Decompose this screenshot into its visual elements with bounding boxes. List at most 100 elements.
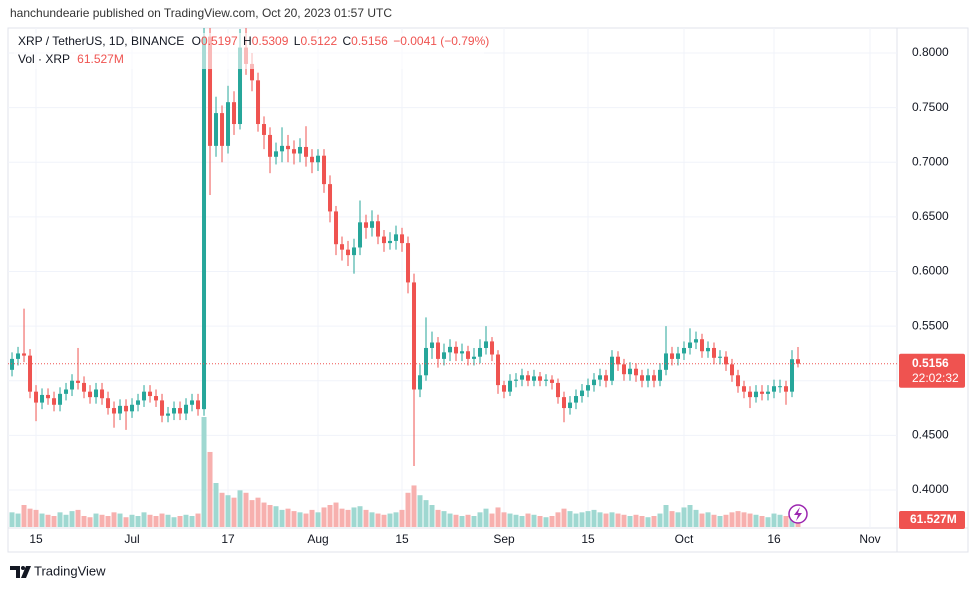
volume-bar — [27, 508, 33, 527]
candle-body — [94, 389, 99, 398]
volume-bar — [507, 513, 513, 527]
last-price-box — [899, 353, 965, 388]
volume-bar — [747, 513, 753, 527]
y-tick-label: 0.5500 — [912, 318, 949, 332]
volume-bar — [249, 500, 255, 527]
volume-bar — [441, 511, 447, 527]
candle-body — [538, 376, 543, 381]
legend-open: 0.5197 — [201, 34, 238, 48]
candle-body — [256, 80, 261, 125]
volume-bar — [297, 512, 303, 527]
y-tick-label: 0.6500 — [912, 209, 949, 223]
candle-body — [682, 347, 687, 354]
volume-bar — [729, 512, 735, 527]
volume-bar — [87, 517, 93, 527]
candle-body — [190, 400, 195, 405]
candle-body — [214, 113, 219, 146]
x-tick-label: 15 — [29, 532, 43, 546]
candle-body — [604, 375, 609, 381]
candle-body — [520, 375, 525, 380]
volume-bar — [129, 514, 135, 527]
volume-bar — [171, 517, 177, 527]
candle-body — [178, 408, 183, 414]
x-tick-label: 15 — [581, 532, 595, 546]
candle-body — [112, 408, 117, 414]
candle-body — [652, 375, 657, 381]
volume-bar — [501, 512, 507, 527]
volume-bar — [291, 511, 297, 527]
candle-body — [130, 404, 135, 412]
candle-body — [778, 386, 783, 388]
candle-body — [40, 394, 45, 403]
candle-body — [514, 379, 519, 381]
x-tick-label: 16 — [767, 532, 781, 546]
volume-bar — [321, 507, 327, 527]
volume-bar — [99, 514, 105, 527]
y-tick-label: 0.7000 — [912, 154, 949, 168]
candle-body — [280, 145, 285, 152]
candle-body — [328, 184, 333, 212]
candle-body — [406, 243, 411, 283]
volume-bar — [735, 511, 741, 527]
candle-body — [634, 368, 639, 376]
volume-bar — [465, 514, 471, 527]
candle-body — [106, 398, 111, 409]
candle-body — [748, 391, 753, 398]
candle-body — [298, 146, 303, 154]
volume-bar — [243, 492, 249, 527]
volume-bar — [375, 513, 381, 527]
volume-bar — [57, 512, 63, 527]
volume-bar — [195, 513, 201, 527]
volume-bar — [687, 505, 693, 527]
volume-bar — [189, 516, 195, 527]
volume-bar — [33, 509, 39, 527]
volume-bar — [309, 509, 315, 527]
volume-bar — [159, 513, 165, 527]
last-price-label: 0.5156 — [912, 356, 949, 370]
legend-low: 0.5122 — [300, 34, 337, 48]
volume-bar — [525, 513, 531, 527]
last-volume-label: 61.527M — [910, 512, 957, 526]
volume-bar — [519, 516, 525, 527]
volume-bar — [381, 514, 387, 527]
candle-body — [718, 356, 723, 358]
x-tick-label: 17 — [221, 532, 235, 546]
candle-body — [160, 400, 165, 416]
candle-body — [772, 386, 777, 392]
candle-body — [760, 391, 765, 394]
candle-body — [82, 382, 87, 392]
candle-body — [184, 404, 189, 414]
volume-bar — [15, 513, 21, 527]
volume-bar — [435, 509, 441, 527]
candle-body — [124, 405, 129, 412]
candle-body — [70, 380, 75, 390]
legend-letter: O — [192, 34, 201, 48]
grid — [8, 28, 897, 528]
candle-body — [640, 375, 645, 381]
volume-bar — [417, 495, 423, 527]
logo-part — [21, 566, 25, 570]
event-icon-bolt — [794, 507, 802, 521]
volume-bar — [783, 516, 789, 527]
legend-close: 0.5156 — [351, 34, 388, 48]
candle-body — [154, 396, 159, 401]
volume-bar — [237, 490, 243, 527]
volume-bar — [333, 502, 339, 527]
candle-body — [358, 222, 363, 248]
candle-body — [28, 355, 33, 392]
volume-bar — [273, 506, 279, 527]
candle-body — [568, 402, 573, 409]
candle-body — [502, 385, 507, 392]
candle-body — [496, 354, 501, 386]
candle-body — [676, 353, 681, 359]
volume-bar — [69, 511, 75, 527]
volume-bar — [231, 497, 237, 527]
legend-letter: C — [342, 34, 351, 48]
volume-bar — [201, 417, 207, 527]
volume-bar — [447, 513, 453, 527]
volume-bar — [669, 511, 675, 527]
volume-layer — [9, 417, 801, 527]
volume-bar — [741, 512, 747, 527]
candle-body — [556, 382, 561, 398]
volume-legend-value: 61.527M — [77, 52, 124, 66]
